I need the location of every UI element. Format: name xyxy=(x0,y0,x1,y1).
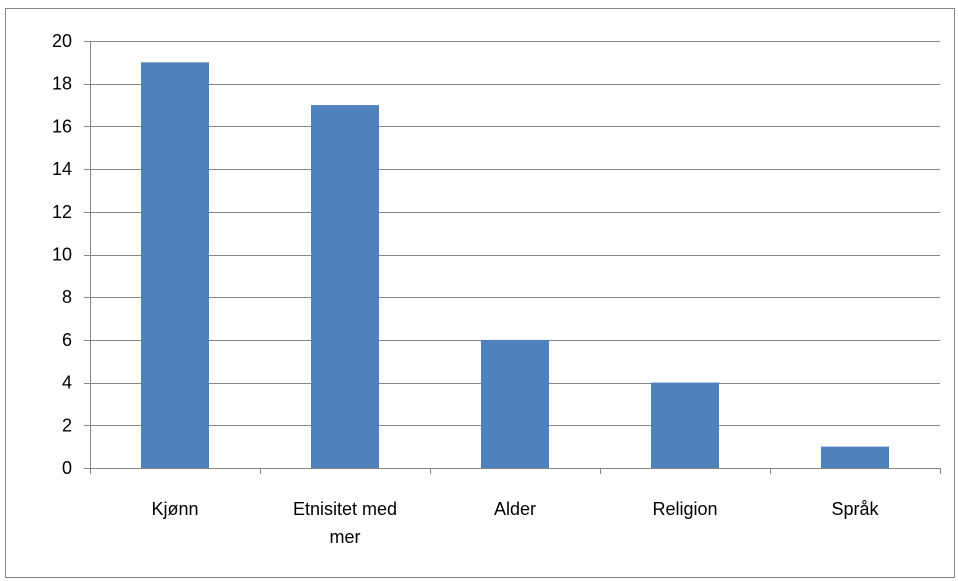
y-tick-label: 6 xyxy=(62,330,72,350)
bar-5 xyxy=(821,446,889,468)
y-tick-label: 14 xyxy=(52,159,72,179)
x-tick-label: Alder xyxy=(494,499,536,519)
y-tick-label: 20 xyxy=(52,31,72,51)
x-tick-labels: Kjønn Etnisitet med mer Alder Religion Språk xyxy=(151,499,879,547)
bar-2 xyxy=(311,105,379,469)
y-tick-label: 16 xyxy=(52,116,72,136)
bar-3 xyxy=(481,339,549,468)
bar-4 xyxy=(651,382,719,468)
y-tick-label: 2 xyxy=(62,415,72,435)
x-tick-label: Religion xyxy=(652,499,717,519)
y-tick-label: 12 xyxy=(52,202,72,222)
y-tick-labels: 0 2 4 6 8 10 12 14 16 18 20 xyxy=(52,31,72,478)
y-tick-label: 4 xyxy=(62,373,72,393)
axes xyxy=(84,41,941,474)
bars xyxy=(141,62,889,469)
bar-1 xyxy=(141,62,209,468)
y-tick-label: 10 xyxy=(52,245,72,265)
gridlines xyxy=(90,41,940,426)
y-tick-label: 0 xyxy=(62,458,72,478)
x-tick-label: Etnisitet med mer xyxy=(293,499,397,547)
x-tick-label: Språk xyxy=(831,499,879,519)
y-tick-label: 8 xyxy=(62,287,72,307)
x-tick-label: Kjønn xyxy=(151,499,198,519)
y-tick-label: 18 xyxy=(52,74,72,94)
